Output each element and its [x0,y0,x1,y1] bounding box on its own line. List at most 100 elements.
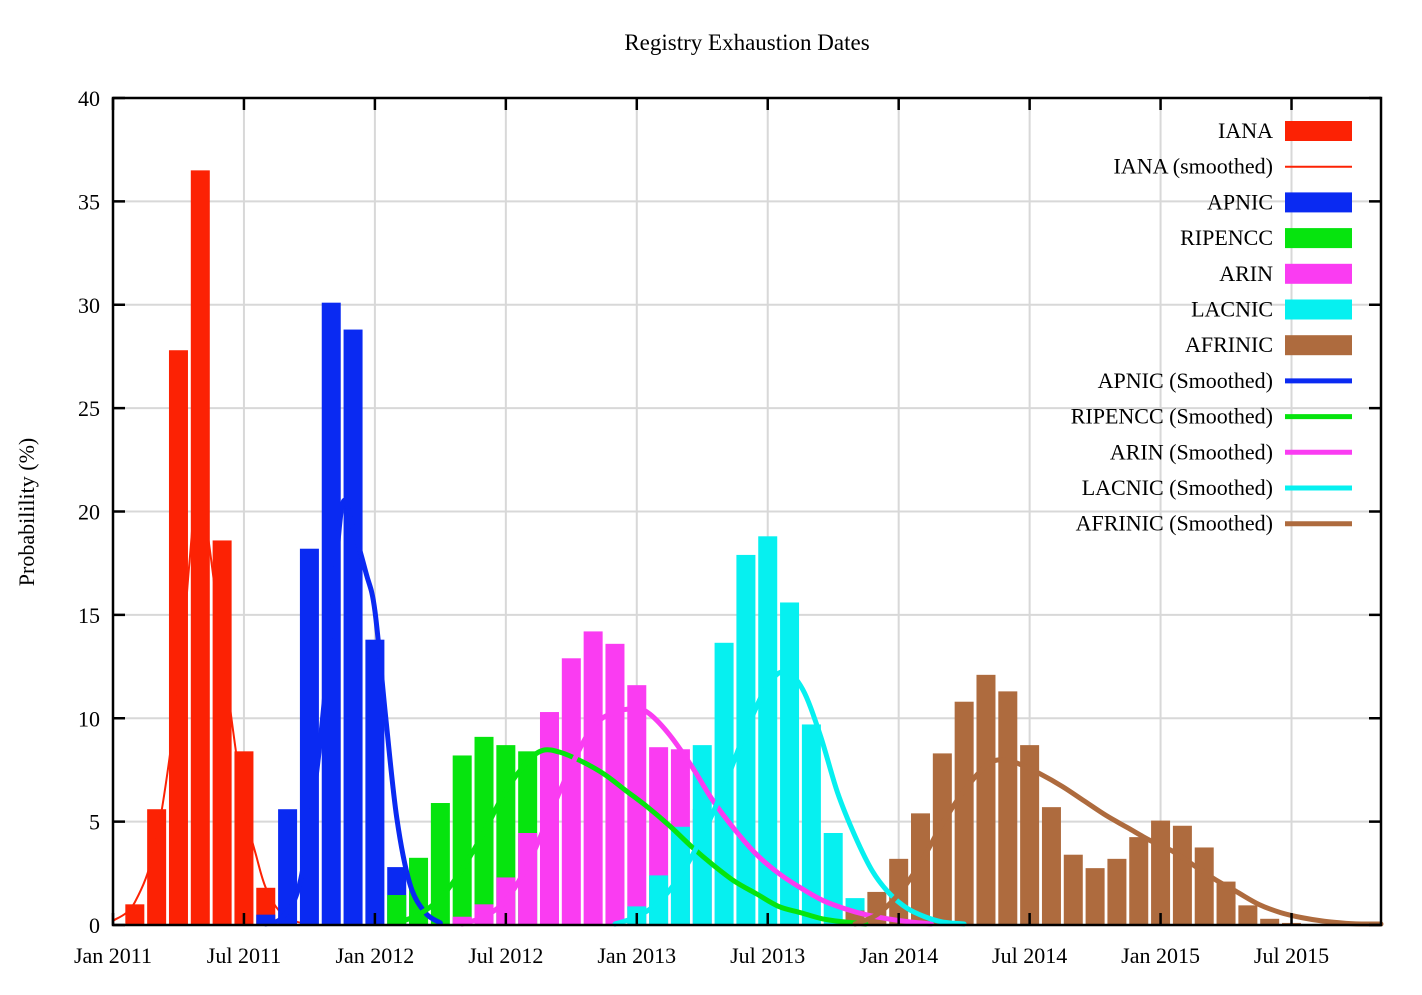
y-tick-label: 10 [78,706,100,731]
x-tick-label: Jul 2011 [207,943,281,968]
legend-label: ARIN [1219,261,1273,286]
line-IANA (smoothed) [112,493,311,925]
bar [1172,825,1192,925]
legend-swatch-box [1285,121,1352,141]
legend-swatch-box [1285,299,1352,320]
legend-label: LACNIC (Smoothed) [1082,475,1273,500]
line-APNIC (Smoothed) [263,497,443,927]
chart-title: Registry Exhaustion Dates [624,30,870,55]
legend-item-LACNIC (Smoothed): LACNIC (Smoothed) [1082,475,1352,500]
bar [932,753,952,925]
y-tick-label: 40 [78,86,100,111]
legend-item-IANA (smoothed): IANA (smoothed) [1114,154,1352,179]
line-AFRINIC (Smoothed) [852,757,1384,927]
bar [583,631,603,925]
bar [823,832,843,925]
bar [1063,854,1083,925]
line-LACNIC (Smoothed) [612,669,967,927]
bar [1260,918,1280,925]
line-RIPENCC (Smoothed) [394,747,869,927]
y-tick-label: 5 [89,810,100,835]
x-tick-label: Jan 2011 [74,943,152,968]
y-tick-label: 20 [78,500,100,525]
x-tick-label: Jul 2013 [730,943,805,968]
bar [278,809,298,925]
bar [1041,807,1061,925]
bar [452,755,472,925]
bar [452,916,472,925]
line-ARIN (Smoothed) [459,706,934,927]
legend-label: RIPENCC (Smoothed) [1071,404,1273,429]
legend-swatch-box [1285,335,1352,356]
bar [1085,868,1105,925]
bar [1107,858,1127,925]
legend-swatch-box [1285,228,1352,249]
bar [299,548,319,925]
y-tick-label: 25 [78,396,100,421]
legend-item-AFRINIC (Smoothed): AFRINIC (Smoothed) [1076,511,1352,536]
bars-IANA [125,170,276,926]
x-tick-label: Jan 2015 [1121,943,1200,968]
legend-item-APNIC: APNIC [1207,189,1352,214]
legend-item-ARIN (Smoothed): ARIN (Smoothed) [1110,439,1352,464]
bar [736,554,756,925]
legend-swatch-box [1285,263,1352,284]
bar [758,536,778,925]
y-tick-label: 35 [78,189,100,214]
y-axis-label: Probabilility (%) [14,437,39,587]
bar [256,914,276,925]
bar [125,904,145,925]
legend: IANA IANA (smoothed) APNIC RIPENCC ARIN LACNI… [1071,118,1352,536]
bar [147,809,167,925]
x-tick-label: Jan 2013 [597,943,676,968]
legend-label: IANA [1218,118,1273,143]
bar [1129,837,1149,925]
legend-item-APNIC (Smoothed): APNIC (Smoothed) [1098,368,1352,393]
bar [1238,905,1258,925]
bar [168,350,188,925]
legend-label: IANA (smoothed) [1114,154,1273,179]
bar [343,329,363,925]
legend-label: AFRINIC [1185,332,1273,357]
legend-item-AFRINIC: AFRINIC [1185,332,1352,357]
y-tick-label: 30 [78,293,100,318]
legend-item-RIPENCC: RIPENCC [1180,225,1352,250]
bar [234,751,254,925]
bar [998,691,1018,925]
bar [365,639,385,925]
bar [1151,820,1171,925]
bar [190,170,210,926]
bar [801,724,821,925]
legend-item-ARIN: ARIN [1219,261,1352,286]
legend-item-RIPENCC (Smoothed): RIPENCC (Smoothed) [1071,404,1352,429]
y-tick-label: 15 [78,603,100,628]
legend-item-IANA: IANA [1218,118,1352,143]
bar [976,674,996,925]
bar [212,540,232,925]
x-tick-label: Jan 2012 [335,943,414,968]
x-tick-label: Jul 2015 [1254,943,1329,968]
bar [387,895,407,925]
bar [1020,745,1040,925]
bar [1216,881,1236,925]
legend-label: APNIC [1207,189,1273,214]
legend-label: ARIN (Smoothed) [1110,439,1273,464]
bar [1194,847,1214,925]
legend-label: RIPENCC [1180,225,1273,250]
bar [627,685,647,925]
bars-AFRINIC [845,674,1302,925]
x-tick-label: Jan 2014 [859,943,938,968]
legend-label: APNIC (Smoothed) [1098,368,1273,393]
legend-item-LACNIC: LACNIC [1191,297,1352,322]
bar [561,658,581,925]
x-tick-label: Jul 2012 [468,943,543,968]
x-tick-label: Jul 2014 [992,943,1067,968]
legend-label: LACNIC [1191,297,1273,322]
legend-label: AFRINIC (Smoothed) [1076,511,1273,536]
y-tick-label: 0 [89,913,100,938]
bar [954,701,974,925]
bar [911,813,931,925]
legend-swatch-box [1285,192,1352,213]
